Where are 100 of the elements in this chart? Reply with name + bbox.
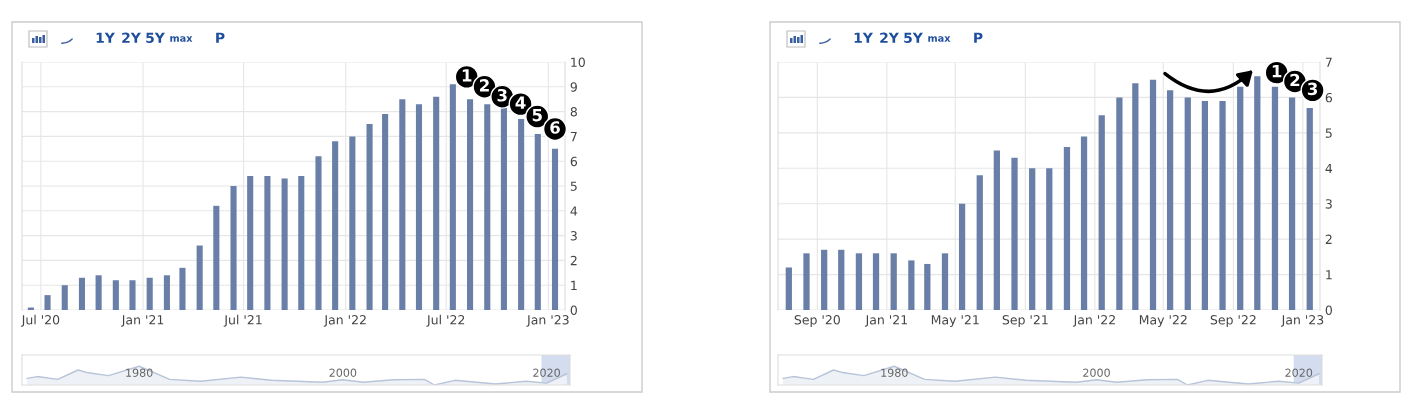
text: 5Y (146, 32, 165, 44)
bar (1132, 83, 1139, 310)
bar (281, 178, 288, 310)
bar (958, 203, 966, 310)
bar (1219, 100, 1226, 310)
bar (298, 176, 305, 310)
annotation: 1 (1272, 65, 1282, 78)
bar (976, 175, 983, 310)
bar (890, 253, 897, 310)
bar (1029, 168, 1036, 310)
x-tick-label: Jan '22 (323, 315, 366, 327)
bar (213, 205, 220, 310)
bar (1116, 97, 1123, 310)
bar (908, 260, 915, 310)
bar (1063, 147, 1071, 310)
y-tick-label: 6 (570, 156, 578, 167)
bar (95, 275, 102, 310)
y-tick-label: 4 (570, 206, 578, 216)
bar (366, 124, 373, 310)
bar (821, 249, 828, 310)
bar (1080, 136, 1088, 310)
x-tick-label: Sep '21 (1002, 315, 1048, 327)
bar (1306, 108, 1313, 310)
y-tick-label: 7 (1325, 57, 1332, 67)
y-tick-label: 3 (1325, 199, 1332, 209)
x-tick-label: Sep '20 (794, 315, 840, 327)
bar (1098, 115, 1105, 310)
bar (1046, 168, 1053, 310)
x-tick-label: Jan '21 (121, 315, 164, 327)
bar (518, 119, 525, 310)
bar (315, 156, 322, 310)
annotation: 3 (497, 88, 507, 102)
y-tick-label: 1 (571, 280, 577, 290)
bar (112, 280, 119, 310)
bar (415, 104, 423, 310)
y-tick-label: 7 (570, 132, 577, 142)
bar (179, 267, 186, 310)
bar (838, 249, 845, 310)
annotation: 2 (480, 79, 489, 92)
text: 1Y (854, 32, 873, 43)
bar (61, 285, 68, 310)
text: P (216, 32, 225, 43)
bar (1288, 97, 1296, 310)
y-tick-label: 5 (570, 181, 577, 191)
bar (78, 277, 86, 310)
bar (264, 176, 271, 310)
y-tick-label: 6 (1325, 92, 1333, 103)
x-tick-label: Jul '21 (223, 314, 262, 327)
bar (993, 150, 1000, 310)
x-tick-label: 2020 (1285, 368, 1313, 377)
x-tick-label: 2000 (329, 368, 357, 377)
bar (1201, 100, 1209, 310)
x-tick-label: May '22 (1139, 315, 1187, 327)
y-tick-label: 2 (570, 255, 577, 266)
y-tick-label: 9 (570, 82, 577, 92)
annotation: 5 (532, 109, 542, 122)
x-tick-label: Jan '21 (864, 315, 907, 327)
x-tick-label: 1980 (881, 368, 908, 377)
bar (449, 84, 456, 310)
bar (247, 176, 254, 310)
bar (163, 275, 170, 310)
x-tick-label: 2000 (1083, 368, 1110, 377)
bar (534, 133, 541, 310)
annotation: 2 (1290, 73, 1300, 87)
y-tick-label: 2 (1325, 234, 1332, 244)
bar (433, 96, 440, 310)
text: 2Y (122, 32, 141, 43)
x-tick-label: Jul '20 (21, 314, 60, 327)
y-tick-label: 5 (1325, 128, 1332, 138)
annotation: 4 (515, 96, 526, 109)
y-tick-label: 1 (1326, 270, 1332, 280)
text: 1Y (96, 32, 115, 43)
bar (146, 277, 153, 310)
bar (196, 245, 203, 310)
bar (1149, 79, 1157, 310)
bar (803, 253, 810, 310)
bar (399, 99, 406, 310)
x-tick-label: Jan '23 (526, 315, 569, 327)
x-tick-label: Jan '23 (1280, 315, 1324, 327)
annotation: 6 (550, 121, 560, 134)
bar (855, 253, 863, 310)
bar (382, 114, 389, 310)
x-tick-label: Jan '22 (1072, 315, 1115, 327)
y-tick-label: 10 (571, 57, 585, 67)
text: max (170, 36, 193, 42)
bar (1166, 90, 1174, 310)
bar (484, 104, 491, 310)
text: P (974, 32, 983, 43)
bar (1011, 157, 1018, 310)
bar (1184, 97, 1191, 310)
y-tick-label: 8 (570, 107, 577, 117)
x-tick-label: Sep '22 (1210, 315, 1256, 327)
bar (332, 141, 339, 310)
y-tick-label: 0 (1325, 305, 1332, 315)
annotation: 1 (462, 69, 472, 82)
y-tick-label: 0 (570, 305, 577, 315)
text: 2Y (880, 32, 899, 43)
y-tick-label: 4 (1325, 163, 1333, 174)
annotation: 3 (1307, 82, 1318, 96)
bar (785, 267, 792, 310)
